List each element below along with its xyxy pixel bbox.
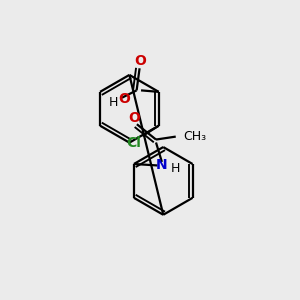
Text: N: N	[156, 158, 168, 172]
Text: O: O	[118, 92, 130, 106]
Text: O: O	[134, 54, 146, 68]
Text: CH₃: CH₃	[183, 130, 206, 143]
Text: H: H	[108, 96, 118, 109]
Text: O: O	[129, 111, 140, 125]
Text: Cl: Cl	[126, 136, 141, 150]
Text: H: H	[170, 163, 180, 176]
